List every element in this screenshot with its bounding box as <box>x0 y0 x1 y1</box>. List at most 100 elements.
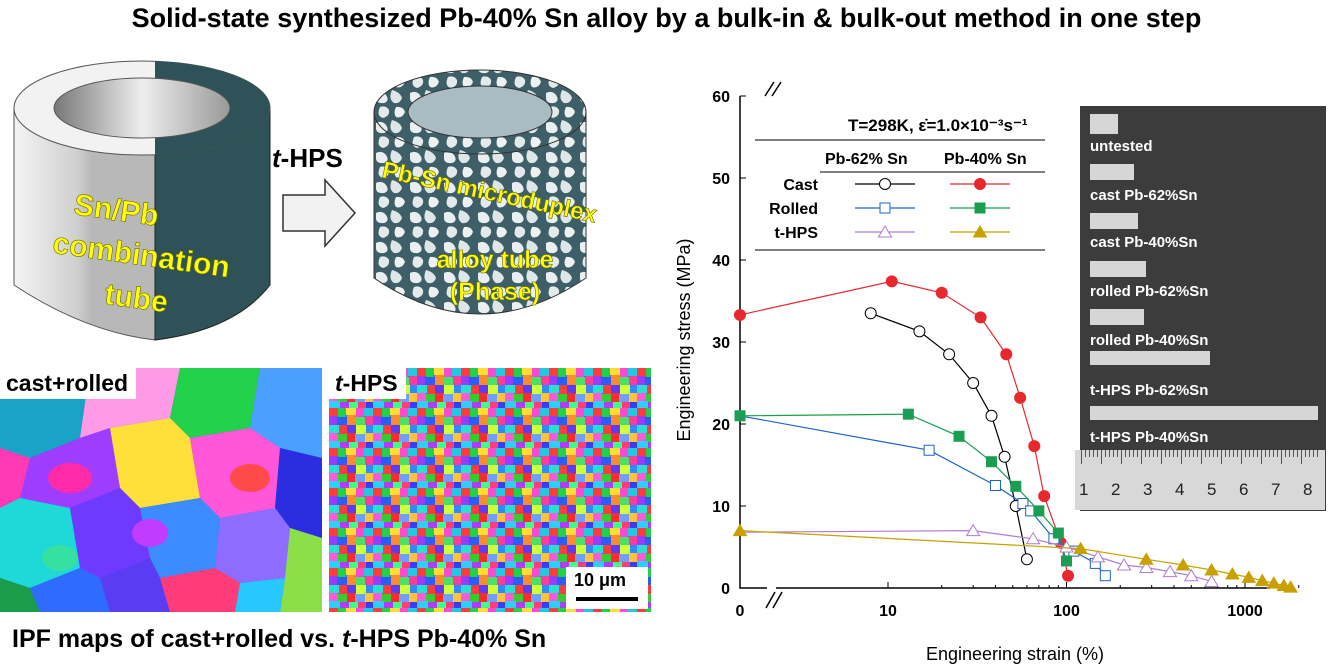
ruler-number: 7 <box>1271 480 1281 499</box>
ruler-number: 3 <box>1143 480 1153 499</box>
ruler-number: 4 <box>1175 480 1185 499</box>
bottom-caption: IPF maps of cast+rolled vs. t-HPS Pb-40%… <box>12 625 547 653</box>
data-point <box>732 523 748 537</box>
data-point <box>1033 505 1045 517</box>
ruler: 1 2 3 4 5 6 7 8 <box>1075 450 1325 510</box>
ruler-number: 2 <box>1111 480 1121 499</box>
legend-row-label: t-HPS <box>774 225 818 242</box>
legend-row-label: Cast <box>783 177 818 194</box>
data-point <box>1038 490 1051 503</box>
data-point <box>972 225 988 238</box>
photo-label-1: cast Pb-62%Sn <box>1090 187 1198 204</box>
data-point <box>1266 576 1282 589</box>
arrow-label: t-HPS <box>272 143 343 173</box>
data-point <box>1025 531 1041 545</box>
data-point <box>1241 570 1257 583</box>
legend-header: Pb-62% Sn <box>825 151 908 168</box>
y-tick-label: 40 <box>712 253 730 270</box>
data-point <box>974 202 986 214</box>
data-point <box>1283 580 1298 593</box>
data-point <box>1017 498 1029 510</box>
page-title: Solid-state synthesized Pb-40% Sn alloy … <box>131 3 1202 33</box>
photo-label-2: cast Pb-40%Sn <box>1090 234 1198 251</box>
data-point <box>1090 549 1106 563</box>
data-point <box>879 178 891 190</box>
data-point <box>1225 567 1240 580</box>
data-point <box>1204 574 1219 587</box>
data-point <box>1138 552 1154 565</box>
y-tick-label: 0 <box>721 581 730 598</box>
data-point <box>1028 440 1041 453</box>
data-point <box>1099 570 1111 582</box>
y-tick-label: 20 <box>712 417 730 434</box>
data-point <box>923 444 935 456</box>
chart-condition: T=298K, ε̇=1.0×10⁻³s⁻¹ <box>848 116 1028 135</box>
x-tick-label: 10 <box>879 603 897 620</box>
scale-bar: 10 μm <box>566 567 648 609</box>
right-tube-line-2: alloy tube <box>437 246 554 274</box>
photo-label-0: untested <box>1090 138 1153 155</box>
data-point <box>879 202 891 214</box>
ipf-left-label: cast+rolled <box>0 368 137 399</box>
series-line <box>739 280 1069 576</box>
y-axis-break <box>764 81 782 97</box>
data-point <box>864 307 877 320</box>
data-point <box>885 275 898 288</box>
data-point <box>998 450 1011 463</box>
photo-label-4: rolled Pb-40%Sn <box>1090 332 1209 349</box>
ipf-map-cast-rolled: cast+rolled <box>0 368 322 612</box>
data-point <box>967 377 980 389</box>
data-point <box>1254 573 1270 587</box>
process-arrow <box>282 178 357 248</box>
data-point <box>989 480 1001 491</box>
data-point <box>1059 540 1074 553</box>
microduplex-tube-wall <box>373 111 587 315</box>
data-point <box>1052 527 1064 539</box>
ruler-number: 6 <box>1239 480 1249 499</box>
right-tube-line-3: (Phase) <box>450 278 540 306</box>
tube-schematic: Sn/Pb combination tube Pb-Sn microduplex… <box>13 60 600 341</box>
data-point <box>1014 391 1027 404</box>
data-point <box>1138 560 1154 573</box>
ruler-number: 1 <box>1079 480 1089 499</box>
data-point <box>943 348 956 361</box>
data-point <box>1204 562 1219 576</box>
legend-header: Pb-40% Sn <box>944 151 1027 168</box>
data-point <box>734 410 746 422</box>
data-point <box>1116 558 1132 571</box>
data-point <box>974 178 986 190</box>
data-point <box>902 408 914 420</box>
ruler-number: 5 <box>1207 480 1217 499</box>
y-tick-label: 10 <box>712 499 730 516</box>
data-point <box>877 225 893 238</box>
ipf-right-label: t-HPS <box>329 368 406 399</box>
ruler-number: 8 <box>1303 480 1313 499</box>
stress-strain-chart: 0 10 20 30 40 50 60 0 10 100 1000 Engineering strai… <box>674 81 1300 664</box>
y-axis-label: Engineering stress (MPa) <box>674 238 694 441</box>
data-point <box>1162 564 1178 578</box>
x-axis-label: Engineering strain (%) <box>926 644 1104 664</box>
y-tick-label: 30 <box>712 335 730 352</box>
ipf-map-thps: t-HPS 10 μm <box>329 368 651 612</box>
series-line <box>739 530 1291 588</box>
data-point <box>974 311 987 324</box>
data-point <box>985 456 997 468</box>
x-tick-label: 100 <box>1053 603 1080 620</box>
series-line <box>739 415 1106 577</box>
y-tick-label: 50 <box>712 171 730 188</box>
x-axis-break <box>765 591 783 609</box>
photo-label-5: t-HPS Pb-62%Sn <box>1090 382 1209 399</box>
y-tick-label: 60 <box>712 89 730 106</box>
data-point <box>1175 558 1191 571</box>
data-point <box>734 308 746 321</box>
data-point <box>1062 569 1075 582</box>
data-point <box>1073 541 1089 555</box>
data-point <box>985 409 998 422</box>
data-point <box>913 325 926 338</box>
legend-row-label: Rolled <box>769 201 818 218</box>
data-point <box>935 286 948 299</box>
specimen-photo: untested cast Pb-62%Sn cast Pb-40%Sn rol… <box>1080 106 1326 511</box>
series-line <box>739 529 1212 582</box>
data-point <box>1020 553 1033 566</box>
data-point <box>953 430 965 442</box>
